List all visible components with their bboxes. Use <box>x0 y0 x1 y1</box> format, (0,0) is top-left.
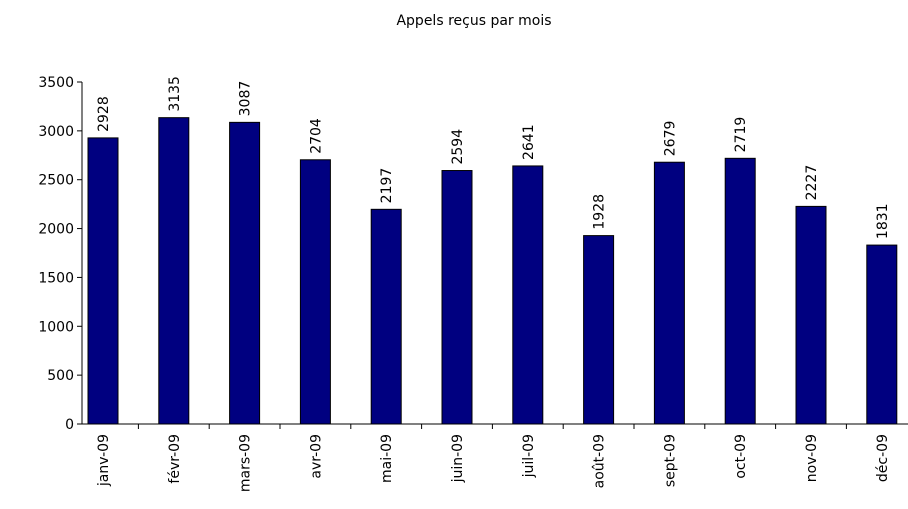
y-tick-label: 500 <box>47 368 74 384</box>
y-tick-label: 0 <box>65 417 74 433</box>
data-label: 2719 <box>733 117 749 153</box>
data-label: 2704 <box>308 118 324 154</box>
bar <box>724 157 756 425</box>
chart-title: Appels reçus par mois <box>396 13 551 29</box>
x-tick-label: juin-09 <box>450 434 466 483</box>
x-tick-label: sept-09 <box>662 434 678 487</box>
bar <box>795 205 827 425</box>
x-tick-label: juil-09 <box>521 434 537 478</box>
data-label: 3087 <box>238 81 254 117</box>
y-tick-label: 3500 <box>38 75 74 91</box>
bar <box>158 117 190 425</box>
y-tick-label: 1500 <box>38 270 74 286</box>
data-label: 2594 <box>450 129 466 165</box>
x-tick-label: janv-09 <box>96 434 112 487</box>
data-label: 2197 <box>379 168 395 204</box>
bar <box>512 165 544 425</box>
bar <box>583 235 615 425</box>
x-tick-label: nov-09 <box>804 434 820 482</box>
bar <box>866 244 898 425</box>
bar <box>87 137 119 425</box>
x-tick-label: mars-09 <box>238 434 254 492</box>
bar <box>299 159 331 425</box>
x-tick-label: avr-09 <box>308 434 324 479</box>
data-label: 2227 <box>804 165 820 201</box>
data-label: 3135 <box>167 76 183 112</box>
bar <box>653 161 685 425</box>
x-tick-label: août-09 <box>592 434 608 488</box>
x-tick-label: déc-09 <box>875 434 891 482</box>
bar <box>229 121 261 425</box>
data-label: 2679 <box>662 121 678 157</box>
bar <box>441 170 473 425</box>
data-label: 2928 <box>96 96 112 132</box>
data-label: 1831 <box>875 203 891 239</box>
x-tick-label: févr-09 <box>167 434 183 484</box>
x-tick-label: oct-09 <box>733 434 749 479</box>
y-tick-label: 2500 <box>38 173 74 189</box>
y-tick-label: 2000 <box>38 222 74 238</box>
data-label: 1928 <box>592 194 608 230</box>
x-tick-label: mai-09 <box>379 434 395 483</box>
bar <box>370 208 402 425</box>
y-tick-label: 1000 <box>38 319 74 335</box>
y-tick-label: 3000 <box>38 124 74 140</box>
data-label: 2641 <box>521 124 537 160</box>
